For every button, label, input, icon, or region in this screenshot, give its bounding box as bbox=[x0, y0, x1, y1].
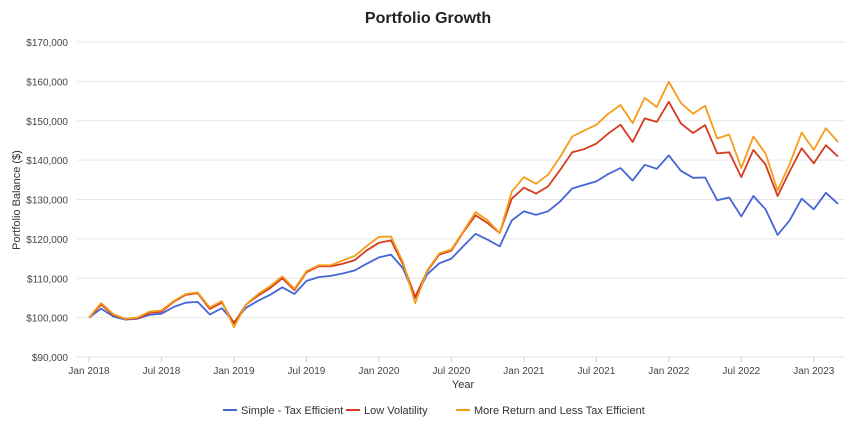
x-tick-label: Jan 2023 bbox=[793, 366, 835, 377]
series-line-2 bbox=[88, 80, 839, 329]
y-tick-label: $150,000 bbox=[26, 117, 68, 128]
legend-label: Low Volatility bbox=[364, 405, 428, 417]
y-tick-label: $160,000 bbox=[26, 77, 68, 88]
x-tick-label: Jul 2020 bbox=[432, 366, 470, 377]
x-axis-label: Year bbox=[452, 379, 475, 391]
x-tick-label: Jul 2022 bbox=[722, 366, 760, 377]
x-tick-label: Jan 2020 bbox=[358, 366, 400, 377]
legend-label: More Return and Less Tax Efficient bbox=[474, 405, 645, 417]
chart-title: Portfolio Growth bbox=[365, 10, 491, 27]
y-axis-label: Portfolio Balance ($) bbox=[11, 150, 23, 250]
x-axis-ticks: Jan 2018 Jul 2018 Jan 2019 Jul 2019 Jan 2020… bbox=[68, 357, 835, 377]
legend-label: Simple - Tax Efficient bbox=[241, 405, 343, 417]
legend: Simple - Tax Efficient Low Volatility More… bbox=[223, 405, 645, 417]
y-tick-label: $170,000 bbox=[26, 38, 68, 49]
y-tick-label: $110,000 bbox=[27, 274, 68, 285]
y-tick-label: $90,000 bbox=[32, 353, 69, 364]
x-tick-label: Jan 2019 bbox=[213, 366, 255, 377]
y-tick-label: $120,000 bbox=[26, 235, 68, 246]
y-tick-label: $140,000 bbox=[26, 156, 68, 167]
x-tick-label: Jul 2018 bbox=[143, 366, 181, 377]
x-tick-label: Jul 2021 bbox=[577, 366, 615, 377]
y-tick-label: $130,000 bbox=[26, 196, 68, 207]
grid bbox=[77, 41, 845, 358]
series-lines bbox=[88, 80, 839, 329]
x-tick-label: Jan 2022 bbox=[648, 366, 690, 377]
series-line-0 bbox=[88, 154, 839, 324]
y-tick-label: $100,000 bbox=[26, 314, 68, 325]
y-axis-ticks: $90,000 $100,000 $110,000 $120,000 $130,000 $… bbox=[26, 38, 68, 364]
x-tick-label: Jan 2021 bbox=[503, 366, 545, 377]
x-tick-label: Jan 2018 bbox=[68, 366, 110, 377]
x-tick-label: Jul 2019 bbox=[288, 366, 326, 377]
